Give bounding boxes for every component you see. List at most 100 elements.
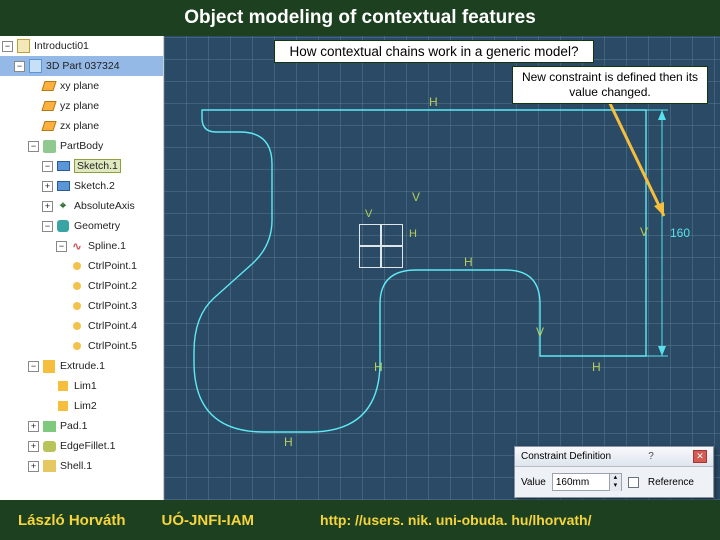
tree-label: CtrlPoint.5: [88, 340, 137, 352]
expand-icon[interactable]: +: [28, 441, 39, 452]
tree-partbody[interactable]: − PartBody: [0, 136, 163, 156]
value-field[interactable]: ▴▾: [552, 473, 622, 491]
fillet-icon: [41, 438, 57, 454]
tree-label: CtrlPoint.4: [88, 320, 137, 332]
part-icon: [27, 58, 43, 74]
shell-icon: [41, 458, 57, 474]
point-icon: [69, 278, 85, 294]
tree-label: Geometry: [74, 220, 120, 232]
value-label: Value: [521, 477, 546, 488]
tree-label: PartBody: [60, 140, 103, 152]
tree-part[interactable]: − 3D Part 037324: [0, 56, 163, 76]
gizmo-square: [359, 224, 381, 246]
callout-text: How contextual chains work in a generic …: [290, 44, 579, 59]
constraint-h-icon: H: [374, 360, 383, 374]
callout-question: How contextual chains work in a generic …: [274, 40, 594, 63]
spin-up-icon[interactable]: ▴: [609, 474, 621, 483]
spline-icon: ∿: [69, 238, 85, 254]
tree-root[interactable]: − Introducti01: [0, 36, 163, 56]
constraint-h-icon: H: [592, 360, 601, 374]
tree-label: Sketch.1: [74, 159, 121, 173]
expand-icon[interactable]: +: [42, 181, 53, 192]
tree-label: Pad.1: [60, 420, 87, 432]
sketch-icon: [55, 158, 71, 174]
expand-icon[interactable]: −: [14, 61, 25, 72]
tree-absaxis[interactable]: + ⌖ AbsoluteAxis: [0, 196, 163, 216]
tree-edgefillet[interactable]: + EdgeFillet.1: [0, 436, 163, 456]
tree-label: CtrlPoint.1: [88, 260, 137, 272]
gizmo-square: [381, 224, 403, 246]
constraint-v-icon: V: [536, 325, 544, 339]
tree-label: 3D Part 037324: [46, 60, 120, 72]
expand-icon[interactable]: +: [28, 461, 39, 472]
tree-ctrlpoint[interactable]: CtrlPoint.3: [0, 296, 163, 316]
constraint-definition-dialog[interactable]: Constraint Definition ? ✕ Value ▴▾ Refer…: [514, 446, 714, 498]
tree-geometry[interactable]: − Geometry: [0, 216, 163, 236]
tree-label: xy plane: [60, 80, 99, 92]
reference-checkbox[interactable]: [628, 477, 639, 488]
axis-label: V: [365, 208, 372, 220]
tree-lim[interactable]: Lim2: [0, 396, 163, 416]
constraint-h-icon: H: [284, 435, 293, 449]
axis-label: H: [409, 228, 417, 240]
extrude-icon: [41, 358, 57, 374]
tree-ctrlpoint[interactable]: CtrlPoint.4: [0, 316, 163, 336]
point-icon: [69, 338, 85, 354]
tree-ctrlpoint[interactable]: CtrlPoint.2: [0, 276, 163, 296]
dialog-titlebar[interactable]: Constraint Definition ? ✕: [515, 447, 713, 467]
plane-icon: [41, 98, 57, 114]
tree-extrude[interactable]: − Extrude.1: [0, 356, 163, 376]
dimension-value[interactable]: 160: [670, 226, 690, 240]
footer-url: http: //users. nik. uni-obuda. hu/lhorva…: [302, 512, 609, 528]
expand-icon[interactable]: −: [42, 221, 53, 232]
gizmo-square: [359, 246, 381, 268]
tree-label: AbsoluteAxis: [74, 200, 135, 212]
expand-icon[interactable]: +: [42, 201, 53, 212]
tree-sketch1[interactable]: − Sketch.1: [0, 156, 163, 176]
feature-tree: − Introducti01 − 3D Part 037324 xy plane…: [0, 36, 164, 500]
dialog-body: Value ▴▾ Reference: [515, 467, 713, 497]
sketch-svg: H H H H H V V V: [164, 36, 720, 500]
sketch-canvas[interactable]: H H H H H V V V 160 H V: [164, 36, 720, 500]
close-button[interactable]: ✕: [693, 450, 707, 463]
close-icon: ✕: [696, 451, 704, 462]
tree-ctrlpoint[interactable]: CtrlPoint.5: [0, 336, 163, 356]
body-icon: [41, 138, 57, 154]
tree-label: Lim1: [74, 380, 97, 392]
tree-ctrlpoint[interactable]: CtrlPoint.1: [0, 256, 163, 276]
tree-plane-zx[interactable]: zx plane: [0, 116, 163, 136]
tree-plane-xy[interactable]: xy plane: [0, 76, 163, 96]
spinner[interactable]: ▴▾: [609, 474, 621, 491]
annotation-arrowhead-icon: [654, 202, 664, 216]
tree-pad[interactable]: + Pad.1: [0, 416, 163, 436]
dimension-arrow-icon: [658, 346, 666, 356]
point-icon: [69, 298, 85, 314]
footer-author: László Horváth: [0, 512, 144, 529]
expand-icon[interactable]: −: [56, 241, 67, 252]
expand-icon[interactable]: −: [2, 41, 13, 52]
tree-shell[interactable]: + Shell.1: [0, 456, 163, 476]
expand-icon[interactable]: +: [28, 421, 39, 432]
expand-icon[interactable]: −: [28, 141, 39, 152]
tree-label: EdgeFillet.1: [60, 440, 115, 452]
expand-icon[interactable]: −: [28, 361, 39, 372]
expand-icon[interactable]: −: [42, 161, 53, 172]
tree-lim[interactable]: Lim1: [0, 376, 163, 396]
limit-icon: [55, 378, 71, 394]
spin-down-icon[interactable]: ▾: [609, 482, 621, 491]
footer-bar: László Horváth UÓ-JNFI-IAM http: //users…: [0, 500, 720, 540]
help-icon[interactable]: ?: [648, 451, 654, 462]
plane-icon: [41, 78, 57, 94]
tree-plane-yz[interactable]: yz plane: [0, 96, 163, 116]
geometry-icon: [55, 218, 71, 234]
value-input[interactable]: [553, 477, 609, 488]
document-icon: [15, 38, 31, 54]
tree-label: CtrlPoint.3: [88, 300, 137, 312]
plane-icon: [41, 118, 57, 134]
point-icon: [69, 258, 85, 274]
footer-org: UÓ-JNFI-IAM: [144, 512, 273, 529]
tree-spline[interactable]: − ∿ Spline.1: [0, 236, 163, 256]
pad-icon: [41, 418, 57, 434]
sketch-outline: [194, 110, 646, 432]
tree-sketch2[interactable]: + Sketch.2: [0, 176, 163, 196]
